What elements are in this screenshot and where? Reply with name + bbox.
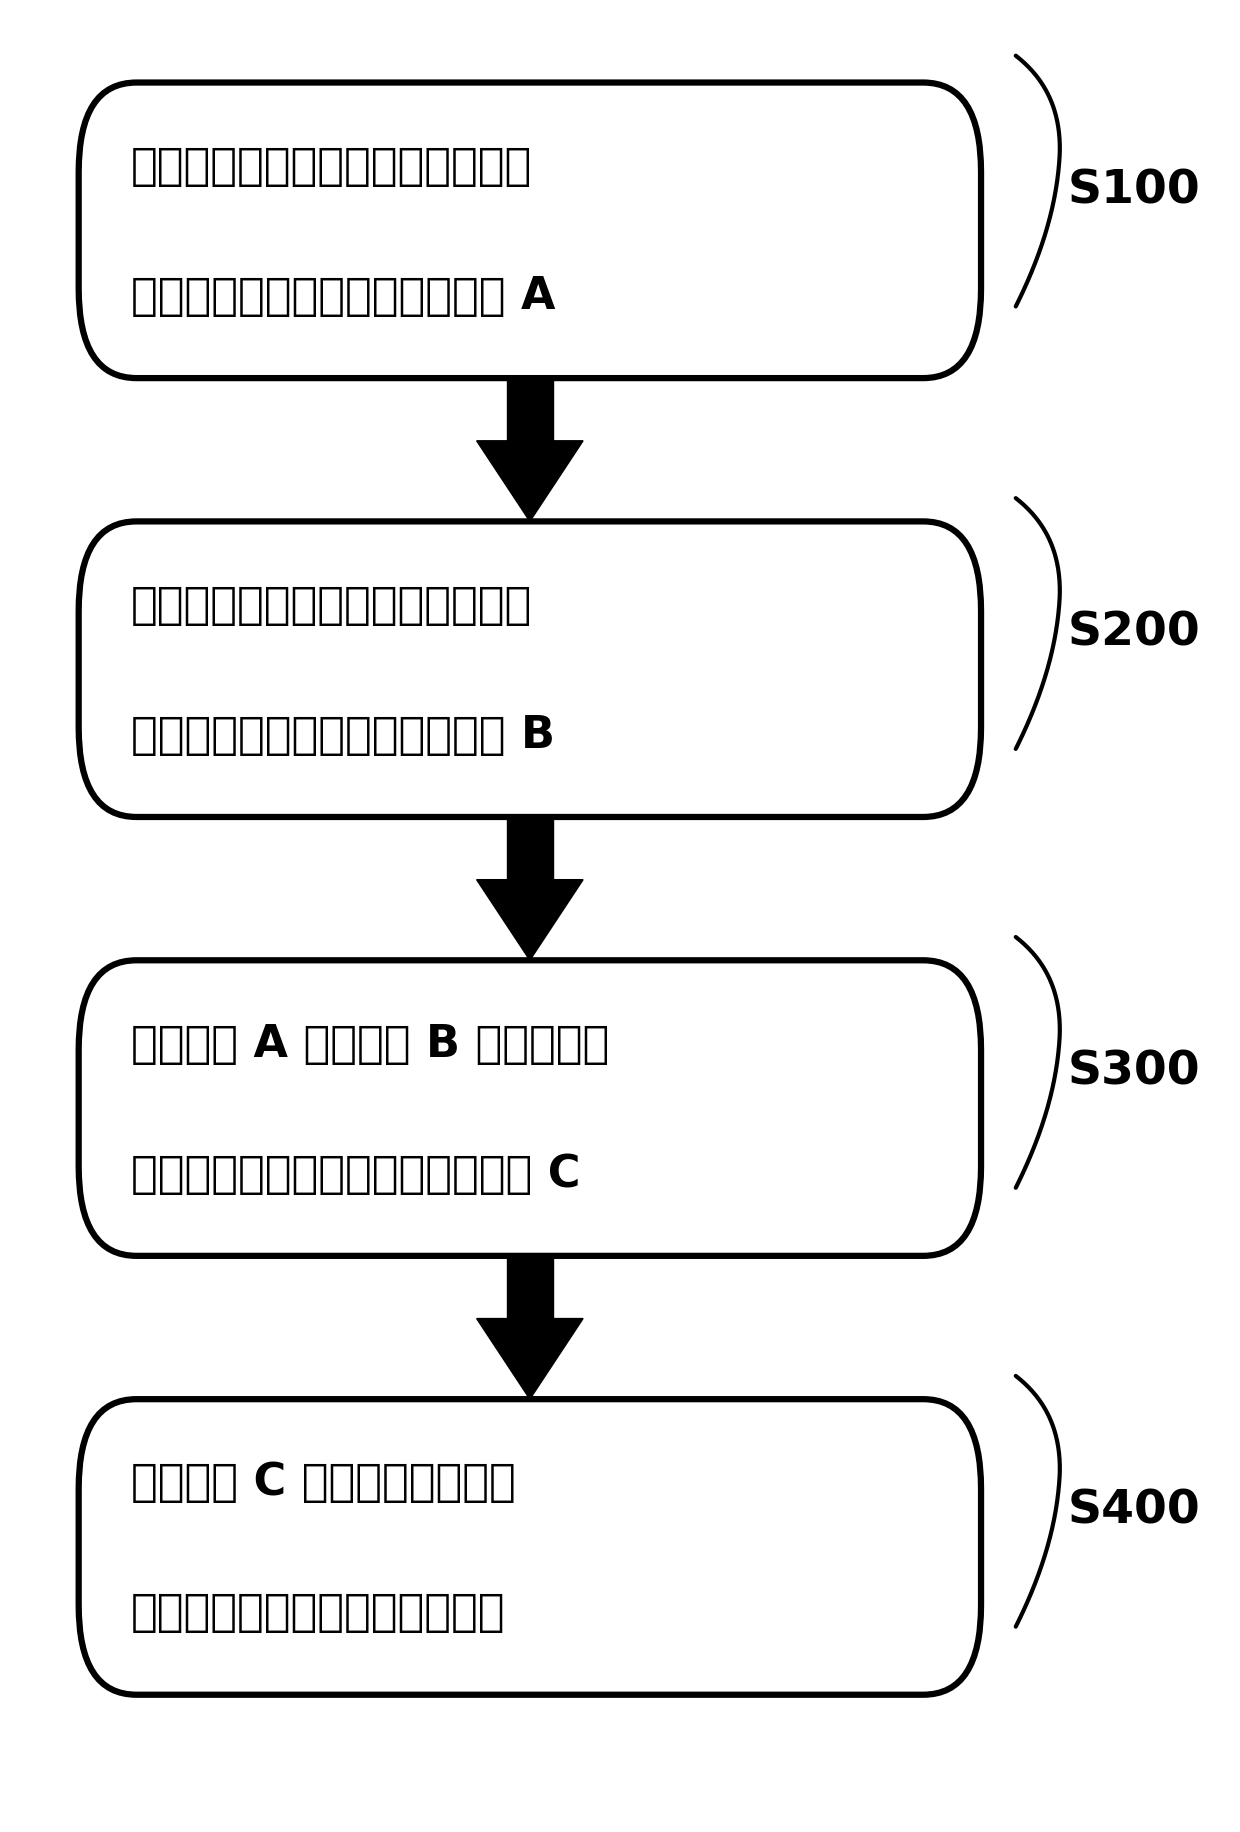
Text: S200: S200 xyxy=(1068,610,1200,656)
Polygon shape xyxy=(507,379,553,442)
Polygon shape xyxy=(476,1319,583,1400)
Text: S300: S300 xyxy=(1068,1050,1200,1094)
Text: 并加入表面活性剂，得到混合物 A: 并加入表面活性剂，得到混合物 A xyxy=(130,275,556,317)
Text: S100: S100 xyxy=(1068,169,1200,213)
Polygon shape xyxy=(507,817,553,879)
FancyBboxPatch shape xyxy=(78,84,981,379)
Text: 保护剂，并搅拌均匀，得到产品: 保护剂，并搅拌均匀，得到产品 xyxy=(130,1590,505,1634)
Text: S400: S400 xyxy=(1068,1488,1200,1533)
Polygon shape xyxy=(476,442,583,522)
Text: 将混合物 A 与混合物 B 混合，再加: 将混合物 A 与混合物 B 混合，再加 xyxy=(130,1022,609,1064)
Text: 混合，并加入硅油，得到混合物 B: 混合，并加入硅油，得到混合物 B xyxy=(130,713,554,757)
Text: 入脂肪醇聚氧乙烯醚，得到混合物 C: 入脂肪醇聚氧乙烯醚，得到混合物 C xyxy=(130,1152,580,1194)
Text: 向混合物 C 中加入抗静电剂和: 向混合物 C 中加入抗静电剂和 xyxy=(130,1460,516,1504)
FancyBboxPatch shape xyxy=(78,522,981,817)
Text: 将四氯化碳、乙酸乙酯与无水乙醇: 将四氯化碳、乙酸乙酯与无水乙醇 xyxy=(130,583,532,627)
FancyBboxPatch shape xyxy=(78,960,981,1257)
Polygon shape xyxy=(476,879,583,960)
FancyBboxPatch shape xyxy=(78,1400,981,1695)
Polygon shape xyxy=(507,1257,553,1319)
Text: 将一氟二氯乙烷与有机溶剂混合，: 将一氟二氯乙烷与有机溶剂混合， xyxy=(130,145,532,187)
